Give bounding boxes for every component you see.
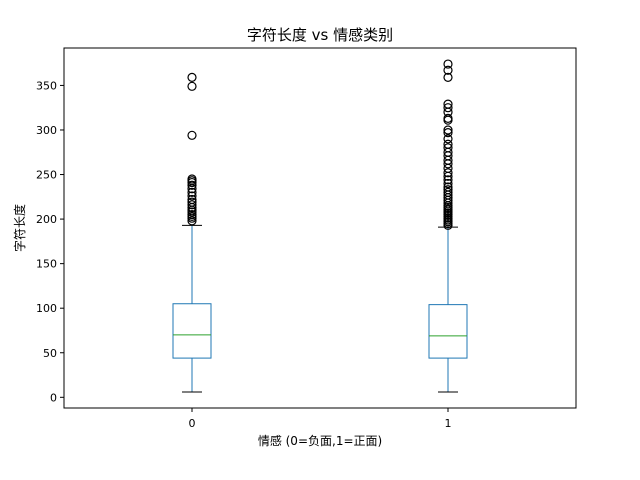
- y-tick-label: 0: [50, 391, 57, 404]
- outlier-point: [187, 197, 197, 207]
- y-axis-label: 字符长度: [12, 204, 27, 252]
- outlier-point: [443, 182, 453, 192]
- y-tick-label: 50: [43, 347, 57, 360]
- outlier-point: [443, 134, 453, 144]
- y-tick-label: 350: [36, 79, 57, 92]
- box-group: [428, 59, 468, 393]
- y-tick-label: 100: [36, 302, 57, 315]
- outlier-point: [187, 174, 197, 184]
- outlier-point: [443, 175, 453, 185]
- outlier-point: [443, 103, 453, 113]
- box-series: [172, 59, 468, 393]
- outlier-point: [443, 113, 453, 123]
- outlier-point: [187, 81, 197, 91]
- y-tick-label: 300: [36, 124, 57, 137]
- outlier-point: [187, 200, 197, 210]
- x-tick-label: 1: [445, 417, 452, 430]
- outlier-point: [443, 65, 453, 75]
- y-axis: 0 50 100 150 200 250 300 350: [36, 79, 64, 404]
- outlier-point: [187, 216, 197, 226]
- outlier-point: [187, 72, 197, 83]
- chart-title: 字符长度 vs 情感类别: [247, 26, 393, 44]
- box-group: [172, 72, 212, 393]
- x-axis-label: 情感 (0=负面,1=正面): [258, 433, 382, 448]
- y-tick-label: 150: [36, 258, 57, 271]
- outlier-point: [443, 59, 453, 69]
- outlier-point: [443, 139, 453, 149]
- outlier-point: [443, 178, 453, 189]
- outlier-point: [443, 99, 453, 109]
- outlier-point: [443, 125, 453, 135]
- outlier-point: [187, 210, 197, 220]
- plot-area-frame: [63, 47, 577, 409]
- iqr-box: [172, 303, 212, 359]
- y-tick-label: 200: [36, 213, 57, 226]
- outlier-point: [187, 194, 197, 205]
- outlier-point: [443, 185, 453, 195]
- outlier-point: [443, 143, 453, 153]
- y-tick-label: 250: [36, 169, 57, 182]
- x-tick-label: 0: [189, 417, 196, 430]
- outlier-point: [187, 187, 197, 197]
- outlier-point: [187, 180, 197, 190]
- outlier-point: [187, 191, 197, 201]
- outlier-point: [443, 128, 453, 138]
- outlier-point: [187, 130, 197, 140]
- outlier-point: [443, 187, 453, 197]
- iqr-box: [428, 304, 468, 359]
- outlier-point: [443, 72, 453, 83]
- outlier-point: [443, 168, 453, 178]
